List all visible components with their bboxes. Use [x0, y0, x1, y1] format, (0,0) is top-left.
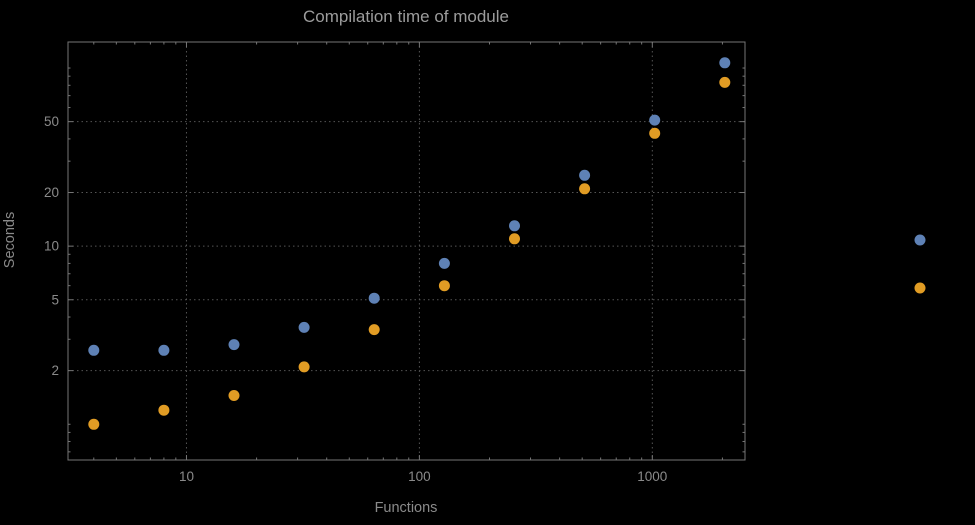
data-point-series-blue	[88, 344, 100, 356]
x-tick-label: 10	[179, 469, 194, 484]
data-point-series-orange	[579, 183, 591, 195]
data-point-series-orange	[368, 324, 380, 336]
legend-marker-series-orange	[914, 282, 926, 294]
data-point-series-orange	[509, 233, 520, 245]
x-axis-label: Functions	[375, 500, 438, 516]
chart-title: Compilation time of module	[303, 7, 509, 26]
data-point-series-blue	[579, 169, 591, 181]
frame-layer	[67, 41, 746, 461]
data-point-series-orange	[298, 361, 310, 373]
data-point-series-blue	[298, 321, 310, 333]
data-point-series-orange	[158, 404, 170, 416]
y-tick-label: 20	[44, 185, 59, 200]
y-axis-label: Seconds	[2, 212, 18, 268]
data-point-series-blue	[719, 57, 731, 69]
point-layer	[88, 57, 731, 430]
data-point-series-blue	[438, 257, 450, 269]
y-tick-label: 2	[51, 363, 59, 378]
x-tick-label: 1000	[637, 469, 667, 484]
data-point-series-blue	[509, 220, 520, 232]
data-point-series-orange	[649, 127, 661, 139]
data-point-series-orange	[88, 418, 100, 430]
data-point-series-orange	[228, 390, 240, 401]
data-point-series-blue	[228, 339, 240, 351]
plot-frame	[67, 41, 746, 461]
legend	[914, 234, 926, 294]
grid-layer: 10 100 1000 2 5 10 20 50	[44, 42, 745, 484]
x-tick-label: 100	[408, 469, 431, 484]
data-point-series-blue	[158, 344, 170, 356]
y-tick-label: 5	[51, 292, 59, 307]
y-tick-label: 10	[44, 239, 59, 254]
label-layer: Compilation time of module Functions Sec…	[2, 7, 509, 516]
legend-marker-series-blue	[914, 234, 926, 246]
data-point-series-blue	[649, 114, 661, 126]
y-tick-label: 50	[44, 114, 59, 129]
data-point-series-orange	[719, 76, 731, 88]
data-point-series-orange	[438, 280, 450, 292]
data-point-series-blue	[368, 292, 380, 304]
